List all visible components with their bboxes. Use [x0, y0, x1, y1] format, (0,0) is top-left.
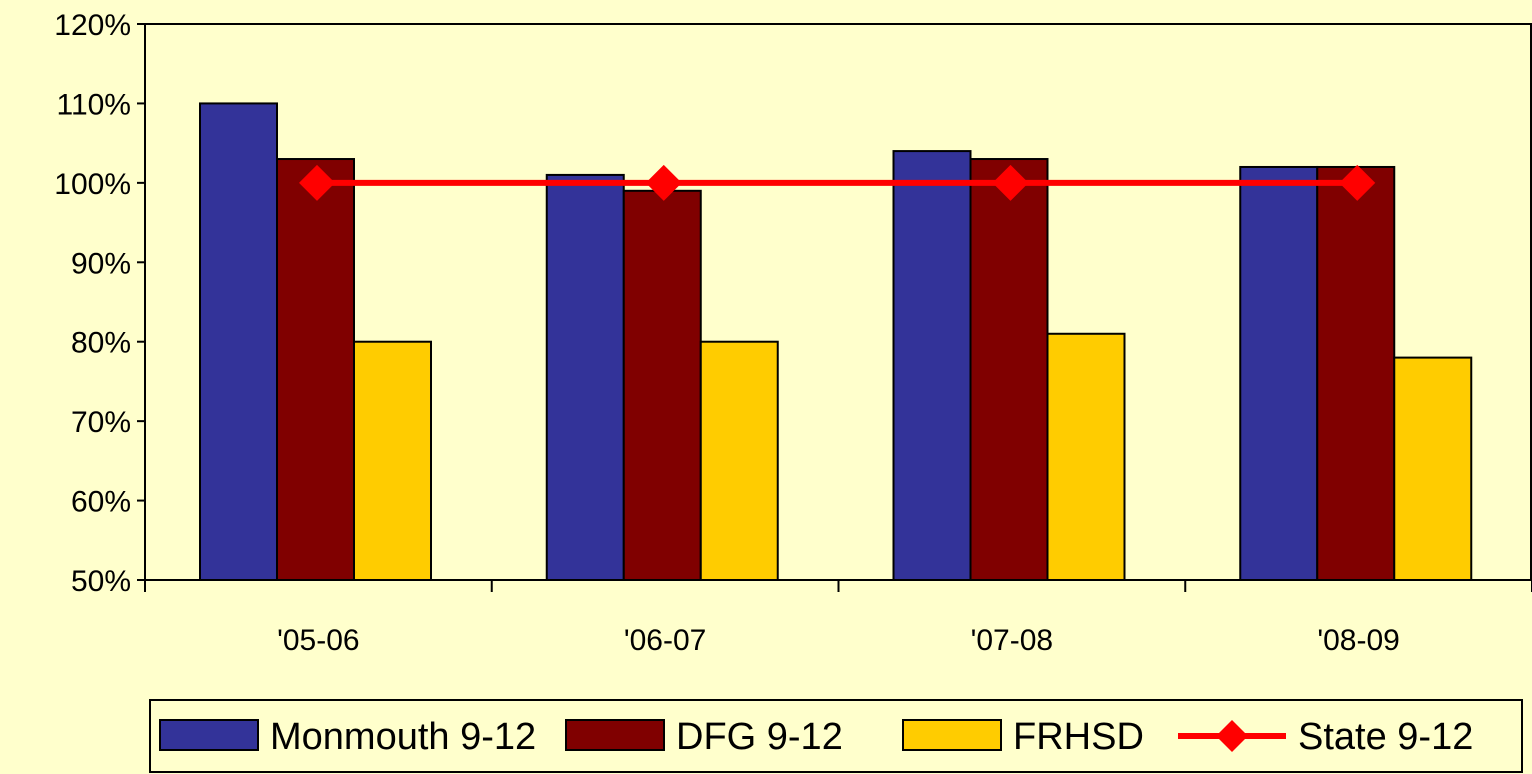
x-tick-label: '07-08 — [971, 624, 1053, 657]
y-tick-label: 110% — [56, 88, 131, 121]
legend-marker — [1216, 720, 1248, 752]
bar — [1046, 332, 1126, 581]
series-point — [992, 164, 1029, 201]
legend-label: FRHSD — [1013, 716, 1144, 758]
bar — [545, 173, 625, 582]
legend-swatch — [565, 719, 665, 751]
y-tick-label: 120% — [54, 9, 131, 42]
bar — [892, 150, 972, 581]
legend-swatch — [159, 719, 259, 751]
x-tick-label: '05-06 — [277, 624, 359, 657]
series-point — [299, 164, 335, 201]
y-axis: 50% 60% 70% 80% 90% 100% 110% 120% — [54, 9, 1532, 598]
y-tick-label: 60% — [71, 486, 131, 519]
x-tick-label: '06-07 — [624, 624, 706, 657]
bar — [699, 340, 779, 582]
bar — [1393, 356, 1473, 581]
y-tick-label: 50% — [71, 565, 131, 598]
legend-box — [149, 699, 1523, 773]
x-tick-label: '08-09 — [1317, 624, 1399, 657]
bar — [276, 158, 355, 581]
legend-label: State 9-12 — [1298, 716, 1473, 758]
plot-frame — [144, 23, 1532, 580]
legend: Monmouth 9-12 DFG 9-12 FRHSD State 9-12 — [149, 699, 1523, 773]
bar — [622, 189, 702, 582]
bar — [353, 340, 432, 582]
legend-label: Monmouth 9-12 — [270, 716, 536, 758]
y-tick-label: 70% — [71, 406, 131, 439]
y-tick-label: 90% — [71, 247, 131, 280]
bar — [1239, 165, 1319, 581]
bar — [969, 158, 1049, 581]
bar — [1316, 165, 1396, 581]
y-tick-label: 80% — [71, 327, 131, 360]
y-tick-label: 100% — [54, 168, 131, 201]
bars — [199, 102, 1473, 582]
legend-swatch — [902, 719, 1002, 751]
series-point — [1339, 164, 1376, 201]
x-axis: '05-06 '06-07 '07-08 '08-09 — [144, 579, 1532, 657]
legend-label: DFG 9-12 — [676, 716, 843, 758]
state-line — [299, 164, 1376, 201]
series-point — [645, 164, 682, 201]
bar — [199, 102, 278, 582]
